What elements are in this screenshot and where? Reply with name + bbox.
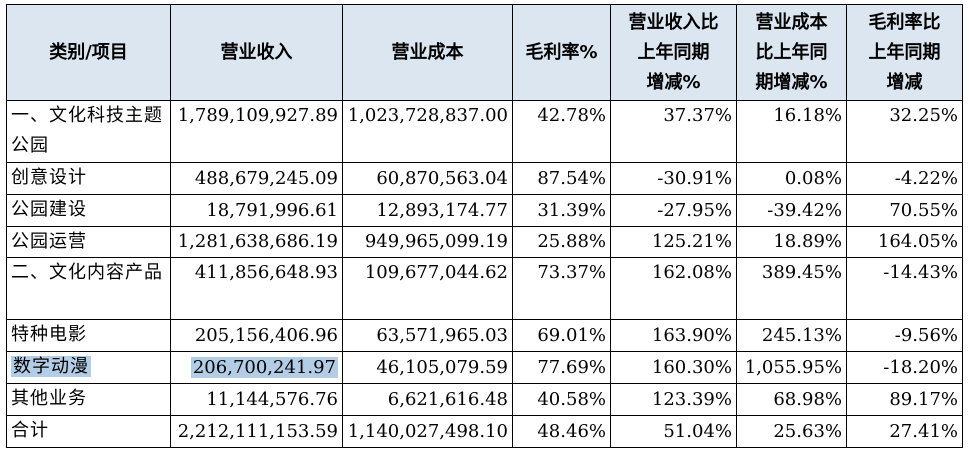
header-cost: 营业成本: [342, 4, 513, 101]
row-cost: 63,571,965.03: [342, 319, 513, 352]
header-cost-yoy: 营业成本 比上年同 期增减%: [736, 4, 847, 101]
row-gross-margin: 69.01%: [512, 319, 611, 352]
table-row-total: 合计 2,212,111,153.59 1,140,027,498.10 48.…: [6, 415, 963, 448]
row-gross-margin: 40.58%: [512, 383, 611, 416]
header-row: 类别/项目 营业收入 营业成本 毛利率% 营业收入比 上年同期 增减% 营业成本…: [6, 4, 963, 101]
row-margin-yoy: -9.56%: [846, 319, 963, 352]
row-revenue: 18,791,996.61: [170, 194, 343, 227]
row-category: 特种电影: [6, 319, 171, 352]
header-revenue-yoy-line: 营业收入比: [628, 11, 719, 33]
row-cost-yoy: -39.42%: [736, 194, 847, 227]
header-margin-yoy-line: 增减: [886, 71, 923, 93]
row-category: 公园建设: [6, 194, 171, 227]
row-category: 二、文化内容产品: [6, 257, 171, 320]
header-revenue-yoy: 营业收入比 上年同期 增减%: [610, 4, 737, 101]
row-margin-yoy: -4.22%: [846, 162, 963, 195]
row-margin-yoy: -14.43%: [846, 257, 963, 320]
row-revenue: 1,789,109,927.89: [170, 100, 343, 163]
row-revenue-yoy: 123.39%: [610, 383, 737, 416]
row-revenue: 2,212,111,153.59: [170, 415, 343, 448]
row-gross-margin: 25.88%: [512, 226, 611, 258]
row-category: 其他业务: [6, 383, 171, 416]
row-margin-yoy: 70.55%: [846, 194, 963, 227]
table-row: 一、文化科技主题公园 1,789,109,927.89 1,023,728,83…: [6, 100, 963, 163]
table-row: 其他业务 11,144,576.76 6,621,616.48 40.58% 1…: [6, 383, 963, 416]
row-category: 合计: [6, 415, 171, 448]
row-margin-yoy: -18.20%: [846, 351, 963, 384]
row-gross-margin: 31.39%: [512, 194, 611, 227]
row-revenue: 411,856,648.93: [170, 257, 343, 320]
row-revenue-yoy: -27.95%: [610, 194, 737, 227]
row-margin-yoy: 27.41%: [846, 415, 963, 448]
highlighted-revenue[interactable]: 206,700,241.97: [190, 356, 338, 378]
row-category: 一、文化科技主题公园: [6, 100, 171, 163]
header-category: 类别/项目: [6, 4, 171, 101]
row-revenue-yoy: -30.91%: [610, 162, 737, 195]
row-revenue-yoy: 51.04%: [610, 415, 737, 448]
row-cost-yoy: 16.18%: [736, 100, 847, 163]
header-revenue-yoy-line: 上年同期: [637, 41, 710, 63]
table-row: 创意设计 488,679,245.09 60,870,563.04 87.54%…: [6, 162, 963, 195]
row-category: 创意设计: [6, 162, 171, 195]
row-revenue-yoy: 37.37%: [610, 100, 737, 163]
row-cost: 1,023,728,837.00: [342, 100, 513, 163]
table-row: 公园建设 18,791,996.61 12,893,174.77 31.39% …: [6, 194, 963, 227]
row-gross-margin: 87.54%: [512, 162, 611, 195]
row-revenue-yoy: 160.30%: [610, 351, 737, 384]
row-revenue: 1,281,638,686.19: [170, 226, 343, 258]
row-category: 公园运营: [6, 226, 171, 258]
row-gross-margin: 42.78%: [512, 100, 611, 163]
row-margin-yoy: 89.17%: [846, 383, 963, 416]
row-gross-margin: 73.37%: [512, 257, 611, 320]
header-cost-yoy-line: 比上年同: [755, 41, 828, 63]
row-revenue-yoy: 162.08%: [610, 257, 737, 320]
header-cost-yoy-line: 期增减%: [755, 71, 828, 93]
row-cost: 6,621,616.48: [342, 383, 513, 416]
row-margin-yoy: 164.05%: [846, 226, 963, 258]
table-row: 数字动漫 206,700,241.97 46,105,079.59 77.69%…: [6, 351, 963, 384]
row-revenue-yoy: 163.90%: [610, 319, 737, 352]
row-revenue: 205,156,406.96: [170, 319, 343, 352]
header-revenue: 营业收入: [170, 4, 343, 101]
header-margin-yoy-line: 上年同期: [868, 41, 941, 63]
highlighted-category[interactable]: 数字动漫: [11, 356, 91, 377]
row-cost-yoy: 25.63%: [736, 415, 847, 448]
header-revenue-yoy-line: 增减%: [646, 71, 701, 93]
row-cost: 949,965,099.19: [342, 226, 513, 258]
financial-table-container: 类别/项目 营业收入 营业成本 毛利率% 营业收入比 上年同期 增减% 营业成本…: [6, 4, 963, 448]
row-cost-yoy: 245.13%: [736, 319, 847, 352]
header-margin-yoy-line: 毛利率比: [868, 11, 941, 33]
row-revenue: 11,144,576.76: [170, 383, 343, 416]
row-cost: 60,870,563.04: [342, 162, 513, 195]
revenue-cost-table: 类别/项目 营业收入 营业成本 毛利率% 营业收入比 上年同期 增减% 营业成本…: [6, 4, 963, 448]
row-cost: 12,893,174.77: [342, 194, 513, 227]
row-cost-yoy: 18.89%: [736, 226, 847, 258]
row-cost: 46,105,079.59: [342, 351, 513, 384]
row-cost: 109,677,044.62: [342, 257, 513, 320]
row-cost-yoy: 389.45%: [736, 257, 847, 320]
header-gross-margin: 毛利率%: [512, 4, 611, 101]
row-cost: 1,140,027,498.10: [342, 415, 513, 448]
table-row: 二、文化内容产品 411,856,648.93 109,677,044.62 7…: [6, 257, 963, 320]
row-gross-margin: 48.46%: [512, 415, 611, 448]
row-margin-yoy: 32.25%: [846, 100, 963, 163]
header-cost-yoy-line: 营业成本: [755, 11, 828, 33]
table-row: 特种电影 205,156,406.96 63,571,965.03 69.01%…: [6, 319, 963, 352]
row-cost-yoy: 1,055.95%: [736, 351, 847, 384]
table-row: 公园运营 1,281,638,686.19 949,965,099.19 25.…: [6, 226, 963, 258]
row-revenue: 206,700,241.97: [170, 351, 343, 384]
row-revenue-yoy: 125.21%: [610, 226, 737, 258]
row-category: 数字动漫: [6, 351, 171, 384]
header-margin-yoy: 毛利率比 上年同期 增减: [846, 4, 963, 101]
row-revenue: 488,679,245.09: [170, 162, 343, 195]
row-gross-margin: 77.69%: [512, 351, 611, 384]
row-cost-yoy: 0.08%: [736, 162, 847, 195]
row-cost-yoy: 68.98%: [736, 383, 847, 416]
